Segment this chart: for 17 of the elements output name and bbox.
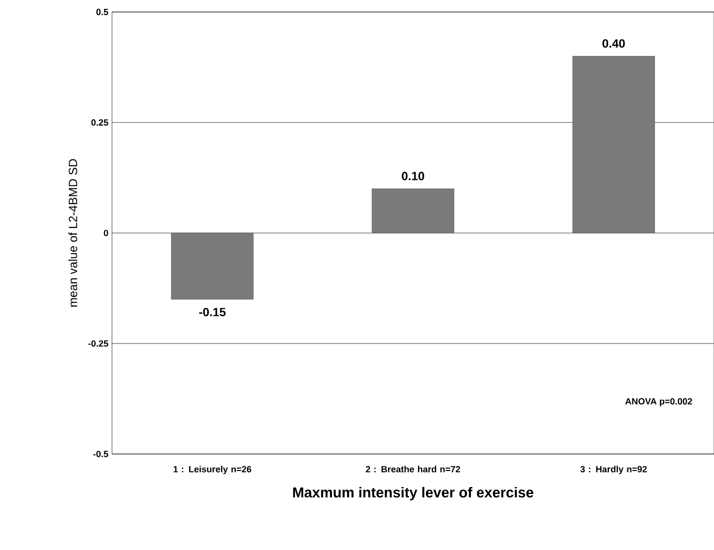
bar: [372, 188, 454, 234]
data-label: -0.15: [199, 308, 226, 316]
y-tick-label: 0.5: [96, 8, 108, 16]
x-tick-label: 2 : Breathe hard n=72: [366, 466, 460, 472]
bar: [572, 56, 655, 234]
x-tick-label: 3 : Hardly n=92: [580, 466, 647, 474]
annotation: ANOVA p=0.002: [625, 398, 692, 406]
x-axis-title: Maxmum intensity lever of exercise: [293, 486, 534, 500]
y-tick-label: -0.5: [93, 450, 108, 458]
data-label: 0.40: [602, 39, 625, 48]
y-tick-label: -0.25: [88, 340, 108, 347]
bar: [171, 232, 254, 300]
y-tick-label: 0.25: [91, 119, 108, 126]
x-tick-label: 1 : Leisurely n=26: [174, 466, 252, 474]
data-label: 0.10: [402, 172, 424, 180]
y-axis-title: mean value of L2-4BMD SD: [68, 159, 78, 307]
y-tick-label: 0: [104, 230, 108, 236]
